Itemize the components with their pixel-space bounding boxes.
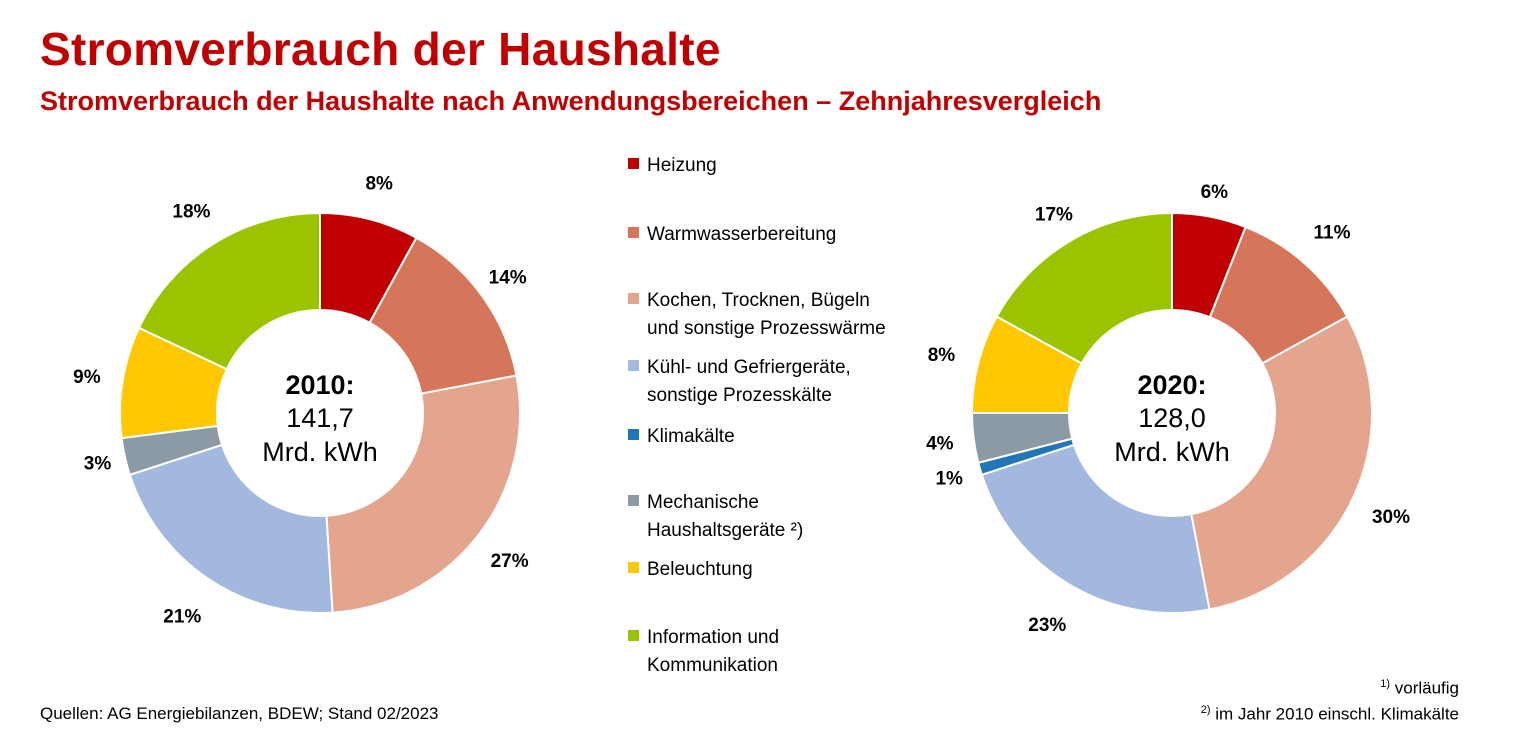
legend-label: Kühl- und Gefriergeräte, sonstige Prozes… <box>647 357 851 406</box>
slice-percent-label: 14% <box>489 268 527 289</box>
legend-swatch <box>628 293 639 304</box>
legend-label: Beleuchtung <box>647 559 753 580</box>
donut-slice <box>325 374 521 614</box>
legend-swatch <box>628 495 639 506</box>
slice-percent-label: 21% <box>163 607 201 628</box>
legend-label: Mechanische Haushaltsgeräte ²) <box>647 492 804 541</box>
footnote-2-mark: 2) <box>1200 704 1211 716</box>
center-value: 141,7 <box>286 403 354 433</box>
legend-swatch <box>628 360 639 371</box>
slice-percent-label: 27% <box>491 551 529 572</box>
legend-swatch <box>628 562 639 573</box>
legend-label: Information und Kommunikation <box>647 627 780 676</box>
footnote-1-text: vorläufig <box>1394 678 1459 698</box>
footnote-2-text: im Jahr 2010 einschl. Klimakälte <box>1215 704 1459 724</box>
center-unit: Mrd. kWh <box>262 437 378 467</box>
donut-slice <box>137 211 321 371</box>
page-title: Stromverbrauch der Haushalte <box>40 23 721 75</box>
legend-label: Warmwasserbereitung <box>647 224 837 245</box>
legend-swatch <box>628 429 639 440</box>
sources-note: Quellen: AG Energiebilanzen, BDEW; Stand… <box>40 704 439 723</box>
slice-percent-label: 3% <box>84 454 112 475</box>
page-subtitle: Stromverbrauch der Haushalte nach Anwend… <box>40 86 1102 116</box>
legend-swatch <box>628 630 639 641</box>
legend-swatch <box>628 158 639 169</box>
slice-percent-label: 18% <box>172 201 210 222</box>
footnote-2: 2) im Jahr 2010 einschl. Klimakälte <box>1201 704 1459 725</box>
legend-label: Kochen, Trocknen, Bügeln und sonstige Pr… <box>647 290 886 339</box>
legend-label: Klimakälte <box>647 426 735 447</box>
legend-swatch <box>628 227 639 238</box>
center-year: 2010: <box>285 370 354 400</box>
footnote-1: 1) vorläufig <box>1380 678 1459 699</box>
legend-label: Heizung <box>647 155 717 176</box>
donut-slice <box>128 443 334 614</box>
footnote-1-mark: 1) <box>1380 678 1390 690</box>
slice-percent-label: 9% <box>73 367 101 388</box>
slice-percent-label: 8% <box>365 173 393 194</box>
